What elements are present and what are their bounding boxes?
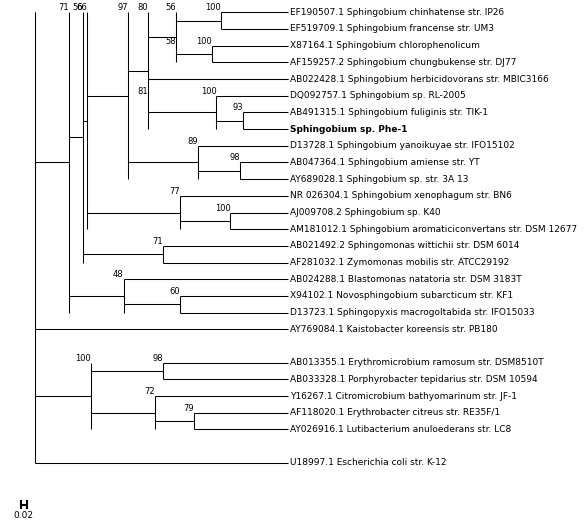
Text: AF118020.1 Erythrobacter citreus str. RE35F/1: AF118020.1 Erythrobacter citreus str. RE…: [290, 408, 500, 417]
Text: 89: 89: [188, 137, 198, 145]
Text: AY769084.1 Kaistobacter koreensis str. PB180: AY769084.1 Kaistobacter koreensis str. P…: [290, 325, 498, 334]
Text: 56: 56: [73, 3, 83, 12]
Text: 97: 97: [117, 3, 128, 12]
Text: AY689028.1 Sphingobium sp. str. 3A 13: AY689028.1 Sphingobium sp. str. 3A 13: [290, 175, 469, 184]
Text: EF519709.1 Sphingobium francense str. UM3: EF519709.1 Sphingobium francense str. UM…: [290, 24, 494, 33]
Text: D13723.1 Sphingopyxis macrogoltabida str. IFO15033: D13723.1 Sphingopyxis macrogoltabida str…: [290, 308, 535, 317]
Text: 100: 100: [205, 3, 221, 12]
Text: 60: 60: [169, 287, 180, 296]
Text: DQ092757.1 Sphingobium sp. RL-2005: DQ092757.1 Sphingobium sp. RL-2005: [290, 91, 466, 100]
Text: 98: 98: [230, 153, 240, 162]
Text: 72: 72: [144, 387, 154, 396]
Text: 66: 66: [77, 3, 87, 12]
Text: D13728.1 Sphingobium yanoikuyae str. IFO15102: D13728.1 Sphingobium yanoikuyae str. IFO…: [290, 141, 515, 150]
Text: AF159257.2 Sphingobium chungbukense str. DJ77: AF159257.2 Sphingobium chungbukense str.…: [290, 58, 517, 67]
Text: Sphingobium sp. Phe-1: Sphingobium sp. Phe-1: [290, 125, 408, 134]
Text: 71: 71: [58, 3, 69, 12]
Text: 48: 48: [113, 270, 123, 279]
Text: 0.02: 0.02: [14, 511, 34, 520]
Text: Y16267.1 Citromicrobium bathyomarinum str. JF-1: Y16267.1 Citromicrobium bathyomarinum st…: [290, 391, 517, 400]
Text: 100: 100: [75, 354, 91, 363]
Text: U18997.1 Escherichia coli str. K-12: U18997.1 Escherichia coli str. K-12: [290, 458, 447, 467]
Text: AF281032.1 Zymomonas mobilis str. ATCC29192: AF281032.1 Zymomonas mobilis str. ATCC29…: [290, 258, 510, 267]
Text: AB033328.1 Porphyrobacter tepidarius str. DSM 10594: AB033328.1 Porphyrobacter tepidarius str…: [290, 375, 538, 384]
Text: AB047364.1 Sphingobium amiense str. YT: AB047364.1 Sphingobium amiense str. YT: [290, 158, 480, 167]
Text: 100: 100: [215, 203, 230, 212]
Text: 98: 98: [152, 354, 163, 363]
Text: AB024288.1 Blastomonas natatoria str. DSM 3183T: AB024288.1 Blastomonas natatoria str. DS…: [290, 275, 522, 284]
Text: 71: 71: [152, 237, 163, 246]
Text: AB013355.1 Erythromicrobium ramosum str. DSM8510T: AB013355.1 Erythromicrobium ramosum str.…: [290, 358, 544, 367]
Text: 56: 56: [165, 3, 175, 12]
Text: AB491315.1 Sphingobium fuliginis str. TIK-1: AB491315.1 Sphingobium fuliginis str. TI…: [290, 108, 488, 117]
Text: EF190507.1 Sphingobium chinhatense str. IP26: EF190507.1 Sphingobium chinhatense str. …: [290, 8, 504, 17]
Text: 79: 79: [183, 404, 194, 413]
Text: X87164.1 Sphingobium chlorophenolicum: X87164.1 Sphingobium chlorophenolicum: [290, 41, 480, 50]
Text: AB021492.2 Sphingomonas wittichii str. DSM 6014: AB021492.2 Sphingomonas wittichii str. D…: [290, 242, 519, 251]
Text: NR 026304.1 Sphingobium xenophagum str. BN6: NR 026304.1 Sphingobium xenophagum str. …: [290, 191, 512, 200]
Text: AB022428.1 Sphingobium herbicidovorans str. MBIC3166: AB022428.1 Sphingobium herbicidovorans s…: [290, 74, 549, 83]
Text: AM181012.1 Sphingobium aromaticiconvertans str. DSM 12677: AM181012.1 Sphingobium aromaticiconverta…: [290, 225, 577, 234]
Text: 58: 58: [165, 37, 175, 46]
Text: AY026916.1 Lutibacterium anuloederans str. LC8: AY026916.1 Lutibacterium anuloederans st…: [290, 425, 511, 434]
Text: 80: 80: [137, 3, 147, 12]
Text: 93: 93: [232, 104, 243, 113]
Text: 100: 100: [197, 37, 212, 46]
Text: 77: 77: [169, 187, 180, 196]
Text: X94102.1 Novosphingobium subarcticum str. KF1: X94102.1 Novosphingobium subarcticum str…: [290, 292, 514, 301]
Text: AJ009708.2 Sphingobium sp. K40: AJ009708.2 Sphingobium sp. K40: [290, 208, 441, 217]
Text: 100: 100: [201, 87, 216, 96]
Text: 81: 81: [137, 87, 147, 96]
